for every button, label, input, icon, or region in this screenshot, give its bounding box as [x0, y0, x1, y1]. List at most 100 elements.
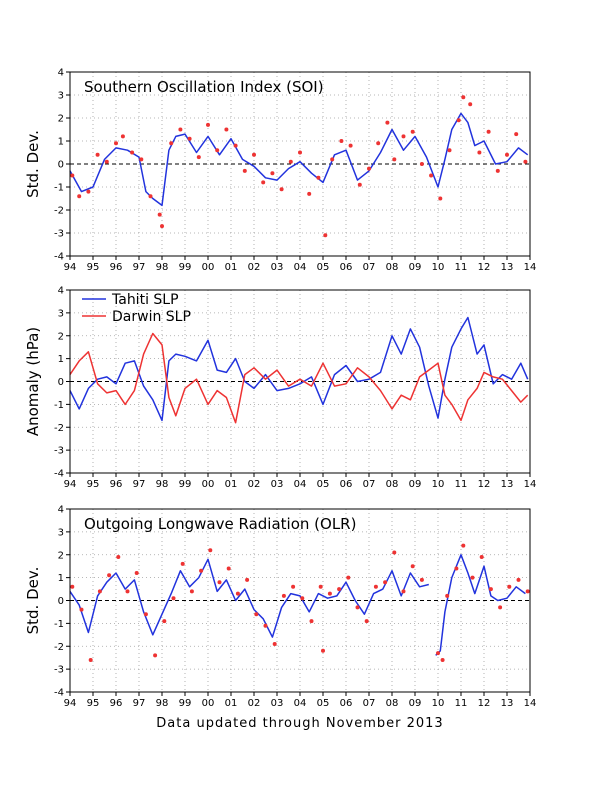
data-point: [461, 95, 466, 100]
x-tick-label: 06: [340, 262, 353, 273]
x-tick-label: 01: [225, 698, 238, 709]
data-point: [505, 152, 509, 157]
data-point: [79, 607, 84, 612]
data-point: [298, 150, 302, 155]
x-tick-label: 04: [294, 698, 307, 709]
y-tick-label: 1: [58, 573, 64, 584]
x-tick-label: 01: [225, 262, 238, 273]
data-point: [523, 159, 528, 164]
x-tick-label: 14: [524, 698, 537, 709]
x-tick-label: 97: [133, 479, 146, 490]
x-tick-label: 03: [271, 698, 284, 709]
y-tick-label: 0: [58, 596, 64, 607]
data-point: [440, 658, 445, 662]
data-point: [373, 584, 378, 589]
x-tick-label: 02: [248, 262, 261, 273]
x-tick-label: 12: [478, 479, 491, 490]
data-point: [392, 550, 397, 555]
y-tick-label: -1: [54, 400, 64, 411]
data-point: [196, 155, 201, 160]
data-point: [316, 175, 321, 180]
data-point: [288, 159, 293, 164]
series-line-1: [69, 558, 429, 638]
data-point: [477, 150, 482, 155]
data-point: [224, 127, 229, 132]
data-point: [95, 152, 100, 157]
data-point: [242, 168, 247, 173]
data-point: [456, 118, 461, 123]
data-point: [339, 139, 344, 143]
plot-frame: [69, 289, 531, 474]
data-point: [245, 577, 250, 582]
x-tick-label: 10: [432, 262, 445, 273]
data-point: [438, 196, 443, 201]
x-tick-label: 98: [156, 479, 169, 490]
x-tick-label: 98: [156, 262, 169, 273]
data-point: [139, 157, 144, 162]
y-tick-label: 0: [58, 160, 64, 171]
data-point: [355, 605, 360, 610]
x-tick-label: 11: [455, 479, 468, 490]
x-tick-label: 99: [179, 262, 192, 273]
data-point: [125, 589, 130, 594]
x-tick-label: 03: [271, 479, 284, 490]
data-point: [97, 589, 102, 594]
x-tick-label: 12: [478, 262, 491, 273]
data-point: [410, 129, 415, 134]
chart-panel-3: 94 95 96 97 98 99 00 01 02 03 04 05 06 07 08 09 10 11 12 13…: [24, 505, 536, 710]
data-point: [254, 612, 259, 617]
chart-panel-1: 94 95 96 97 98 99 00 01 02 03 04 05 06 07 08 09 10 11 12 13…: [24, 68, 536, 274]
y-tick-label: 4: [58, 286, 64, 297]
y-tick-label: -3: [54, 665, 64, 676]
data-point: [323, 233, 328, 238]
data-point: [419, 577, 424, 582]
y-tick-label: 4: [58, 68, 64, 79]
data-point: [215, 148, 220, 153]
x-tick-label: 00: [202, 262, 215, 273]
data-point: [178, 127, 183, 132]
data-point: [410, 564, 415, 569]
data-point: [233, 143, 238, 148]
data-point: [461, 543, 466, 548]
x-tick-label: 09: [409, 479, 422, 490]
x-tick-label: 07: [363, 479, 376, 490]
data-point: [157, 212, 162, 217]
data-point: [488, 587, 493, 592]
x-tick-label: 05: [317, 698, 330, 709]
data-point: [70, 584, 75, 589]
data-point: [321, 648, 325, 653]
data-point: [495, 168, 500, 173]
data-point: [514, 132, 519, 137]
y-tick-label: -1: [54, 183, 64, 194]
series-line-1: [69, 112, 529, 207]
data-point: [153, 653, 158, 658]
chart-title: Outgoing Longwave Radiation (OLR): [84, 515, 356, 533]
data-point: [114, 141, 118, 146]
x-tick-label: 94: [64, 262, 77, 273]
series-line-2: [435, 554, 526, 656]
x-tick-label: 96: [110, 698, 123, 709]
data-point: [401, 134, 406, 139]
data-point: [199, 568, 204, 573]
y-axis-label: Anomaly (hPa): [24, 327, 42, 436]
data-point: [470, 575, 475, 580]
data-point: [226, 566, 231, 571]
x-tick-label: 04: [294, 262, 307, 273]
data-point: [281, 593, 286, 598]
x-tick-label: 06: [340, 698, 353, 709]
data-point: [88, 658, 93, 662]
data-point: [160, 224, 164, 229]
y-tick-label: 4: [58, 505, 64, 516]
y-tick-label: 3: [58, 91, 64, 102]
y-tick-label: 2: [58, 550, 64, 561]
data-point: [217, 580, 222, 585]
legend-label: Darwin SLP: [112, 309, 191, 325]
y-tick-label: -2: [54, 642, 64, 653]
x-tick-label: 08: [386, 698, 399, 709]
data-point: [206, 122, 210, 127]
x-tick-label: 98: [156, 698, 169, 709]
data-point: [436, 651, 440, 656]
x-tick-label: 03: [271, 262, 284, 273]
data-point: [447, 148, 452, 153]
